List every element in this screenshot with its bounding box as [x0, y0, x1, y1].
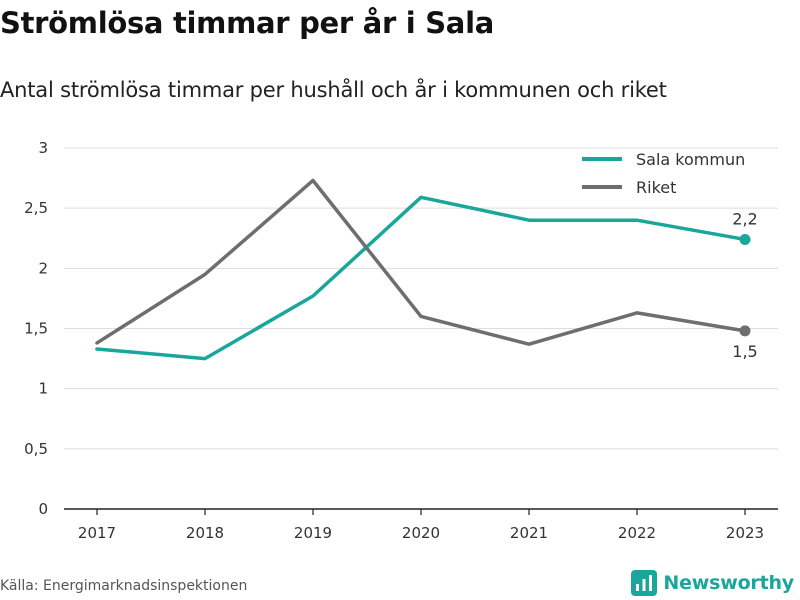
newsworthy-logo-icon [631, 570, 658, 596]
x-tick-label: 2019 [294, 524, 332, 542]
series-lines: 2,2 1,5 [95, 178, 758, 361]
brand-name: Newsworthy [663, 572, 794, 594]
y-tick-label: 3 [38, 139, 48, 157]
series-end-point-0 [739, 233, 751, 245]
y-tick-label: 2 [38, 259, 48, 277]
chart-subtitle: Antal strömlösa timmar per hushåll och å… [0, 78, 667, 102]
x-tick-label: 2017 [78, 524, 116, 542]
brand-logo[interactable]: Newsworthy [631, 570, 794, 596]
y-tick-label: 1 [38, 380, 48, 398]
gridlines [64, 147, 778, 450]
series-line-0 [95, 195, 747, 361]
series-end-label-1: 1,5 [732, 342, 757, 361]
x-tick-label: 2021 [510, 524, 548, 542]
y-tick-label: 0,5 [24, 440, 48, 458]
legend-label-1: Riket [636, 178, 676, 197]
series-end-point-1 [739, 325, 751, 337]
x-tick-label: 2018 [186, 524, 224, 542]
legend: Sala kommun Riket [582, 150, 745, 197]
x-tick-label: 2022 [618, 524, 656, 542]
y-tick-label: 2,5 [24, 199, 48, 217]
axes: 0 0,5 1 1,5 2 2,5 3 2017 2018 2019 2020 2021 2022 202… [24, 139, 778, 542]
x-tick-label: 2020 [402, 524, 440, 542]
y-tick-label: 0 [38, 500, 48, 518]
chart-title: Strömlösa timmar per år i Sala [0, 6, 494, 40]
y-tick-label: 1,5 [24, 320, 48, 338]
legend-label-0: Sala kommun [636, 150, 745, 169]
source-note: Källa: Energimarknadsinspektionen [0, 578, 248, 594]
series-line-1 [95, 178, 747, 346]
series-end-label-0: 2,2 [732, 209, 757, 228]
x-tick-label: 2023 [726, 524, 764, 542]
